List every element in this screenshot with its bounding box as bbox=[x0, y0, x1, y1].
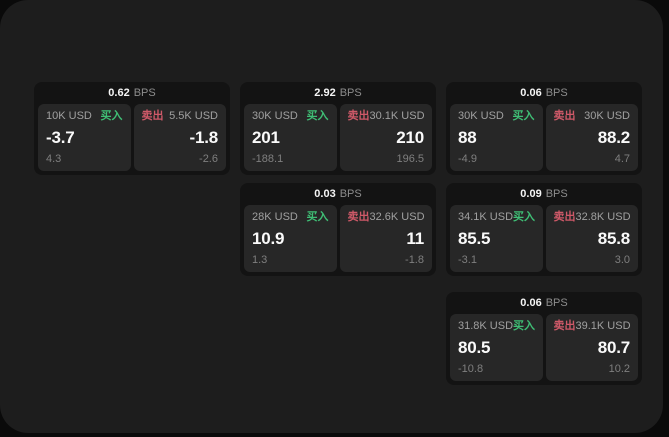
sell-label: 卖出 bbox=[553, 320, 576, 332]
spread-header: 0.03 BPS bbox=[240, 183, 436, 205]
sell-size-label: 39.1K USD bbox=[575, 320, 631, 332]
buy-sub-value: -4.9 bbox=[458, 153, 477, 165]
spread-header: 2.92 BPS bbox=[240, 82, 436, 104]
spread-value: 2.92 bbox=[314, 87, 336, 99]
sell-price: 210 bbox=[396, 128, 424, 147]
sell-price: 11 bbox=[406, 229, 424, 248]
buy-size-label: 34.1K USD bbox=[458, 211, 514, 223]
buy-size-label: 30K USD bbox=[252, 110, 298, 122]
spread-value: 0.62 bbox=[108, 87, 130, 99]
sell-panel[interactable]: 卖出 32.6K USD 11 -1.8 bbox=[339, 205, 432, 272]
buy-label: 买入 bbox=[513, 211, 536, 223]
buy-panel[interactable]: 30K USD 买入 88 -4.9 bbox=[450, 104, 543, 171]
bps-unit-label: BPS bbox=[545, 87, 568, 99]
buy-price: -3.7 bbox=[46, 128, 75, 147]
sell-panel[interactable]: 卖出 32.8K USD 85.8 3.0 bbox=[545, 205, 638, 272]
spread-value: 0.06 bbox=[520, 87, 542, 99]
sell-sub-value: 4.7 bbox=[614, 153, 630, 165]
buy-size-label: 10K USD bbox=[46, 110, 92, 122]
buy-sub-value: -188.1 bbox=[252, 153, 284, 165]
quote-card[interactable]: 2.92 BPS 30K USD 买入 201 -188.1 卖出 30.1K … bbox=[240, 82, 436, 175]
bps-unit-label: BPS bbox=[339, 188, 362, 200]
buy-label: 买入 bbox=[306, 110, 329, 122]
quote-card[interactable]: 0.62 BPS 10K USD 买入 -3.7 4.3 卖出 5.5K USD… bbox=[34, 82, 230, 175]
buy-sub-value: -3.1 bbox=[458, 254, 477, 266]
spread-value: 0.06 bbox=[520, 297, 542, 309]
buy-panel[interactable]: 10K USD 买入 -3.7 4.3 bbox=[38, 104, 131, 171]
sell-panel[interactable]: 卖出 39.1K USD 80.7 10.2 bbox=[545, 314, 638, 381]
sell-size-label: 32.6K USD bbox=[369, 211, 425, 223]
buy-panel[interactable]: 34.1K USD 买入 85.5 -3.1 bbox=[450, 205, 543, 272]
sell-sub-value: 10.2 bbox=[608, 363, 630, 375]
sell-sub-value: 3.0 bbox=[614, 254, 630, 266]
sell-panel[interactable]: 卖出 5.5K USD -1.8 -2.6 bbox=[133, 104, 226, 171]
spread-header: 0.06 BPS bbox=[446, 292, 642, 314]
sell-panel[interactable]: 卖出 30K USD 88.2 4.7 bbox=[545, 104, 638, 171]
quote-card[interactable]: 0.06 BPS 30K USD 买入 88 -4.9 卖出 30K USD 8… bbox=[446, 82, 642, 175]
sell-sub-value: -1.8 bbox=[405, 254, 424, 266]
buy-label: 买入 bbox=[100, 110, 123, 122]
spread-header: 0.09 BPS bbox=[446, 183, 642, 205]
buy-label: 买入 bbox=[513, 320, 536, 332]
bps-unit-label: BPS bbox=[339, 87, 362, 99]
sell-label: 卖出 bbox=[347, 110, 370, 122]
sell-price: 80.7 bbox=[597, 338, 630, 357]
spread-value: 0.03 bbox=[314, 188, 336, 200]
bps-unit-label: BPS bbox=[545, 188, 568, 200]
buy-size-label: 30K USD bbox=[458, 110, 504, 122]
sell-size-label: 30.1K USD bbox=[369, 110, 425, 122]
sell-sub-value: 196.5 bbox=[396, 153, 424, 165]
buy-panel[interactable]: 31.8K USD 买入 80.5 -10.8 bbox=[450, 314, 543, 381]
sell-sub-value: -2.6 bbox=[199, 153, 218, 165]
buy-price: 85.5 bbox=[458, 229, 491, 248]
buy-price: 80.5 bbox=[458, 338, 491, 357]
buy-sub-value: 1.3 bbox=[252, 254, 268, 266]
buy-label: 买入 bbox=[512, 110, 535, 122]
sell-panel[interactable]: 卖出 30.1K USD 210 196.5 bbox=[339, 104, 432, 171]
sell-size-label: 5.5K USD bbox=[169, 110, 218, 122]
bps-unit-label: BPS bbox=[545, 297, 568, 309]
buy-sub-value: -10.8 bbox=[458, 363, 484, 375]
buy-label: 买入 bbox=[306, 211, 329, 223]
sell-size-label: 30K USD bbox=[584, 110, 630, 122]
buy-size-label: 31.8K USD bbox=[458, 320, 514, 332]
buy-price: 88 bbox=[458, 128, 477, 147]
buy-panel[interactable]: 28K USD 买入 10.9 1.3 bbox=[244, 205, 337, 272]
sell-size-label: 32.8K USD bbox=[575, 211, 631, 223]
quote-card[interactable]: 0.06 BPS 31.8K USD 买入 80.5 -10.8 卖出 39.1… bbox=[446, 292, 642, 385]
sell-label: 卖出 bbox=[347, 211, 370, 223]
spread-value: 0.09 bbox=[520, 188, 542, 200]
buy-price: 10.9 bbox=[252, 229, 285, 248]
sell-label: 卖出 bbox=[553, 110, 576, 122]
quote-card[interactable]: 0.09 BPS 34.1K USD 买入 85.5 -3.1 卖出 32.8K… bbox=[446, 183, 642, 276]
spread-header: 0.06 BPS bbox=[446, 82, 642, 104]
sell-label: 卖出 bbox=[141, 110, 164, 122]
sell-price: 88.2 bbox=[597, 128, 630, 147]
buy-price: 201 bbox=[252, 128, 280, 147]
bps-unit-label: BPS bbox=[133, 87, 156, 99]
sell-price: 85.8 bbox=[597, 229, 630, 248]
quote-card[interactable]: 0.03 BPS 28K USD 买入 10.9 1.3 卖出 32.6K US… bbox=[240, 183, 436, 276]
buy-size-label: 28K USD bbox=[252, 211, 298, 223]
sell-label: 卖出 bbox=[553, 211, 576, 223]
spread-header: 0.62 BPS bbox=[34, 82, 230, 104]
buy-panel[interactable]: 30K USD 买入 201 -188.1 bbox=[244, 104, 337, 171]
sell-price: -1.8 bbox=[189, 128, 219, 147]
buy-sub-value: 4.3 bbox=[46, 153, 62, 165]
